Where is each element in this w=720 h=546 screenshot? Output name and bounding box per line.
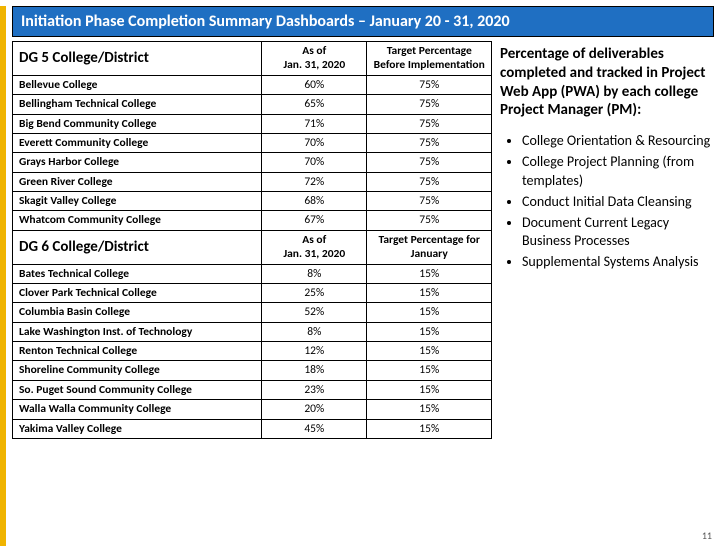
target-value: 15% xyxy=(367,400,492,419)
page-number: 11 xyxy=(702,529,712,542)
table-row: Yakima Valley College 45% 15% xyxy=(13,419,492,438)
asof-value: 60% xyxy=(262,75,367,94)
target-value: 15% xyxy=(367,361,492,380)
list-item: College Project Planning (from templates… xyxy=(522,153,714,191)
table-row: Big Bend Community College 71% 75% xyxy=(13,114,492,133)
asof-value: 8% xyxy=(262,264,367,283)
bullet-list: College Orientation & Resourcing College … xyxy=(500,132,714,272)
asof-value: 68% xyxy=(262,192,367,211)
asof-value: 72% xyxy=(262,172,367,191)
dg6-col-asof: As of Jan. 31, 2020 xyxy=(262,230,367,264)
college-name: Green River College xyxy=(13,172,262,191)
table-row: Columbia Basin College 52% 15% xyxy=(13,303,492,322)
list-item: Conduct Initial Data Cleansing xyxy=(522,193,714,212)
dg6-body: Bates Technical College 8% 15% Clover Pa… xyxy=(13,264,492,438)
description-text: Percentage of deliverables completed and… xyxy=(500,45,714,120)
college-name: Columbia Basin College xyxy=(13,303,262,322)
dg5-table: DG 5 College/District As of Jan. 31, 202… xyxy=(12,41,492,439)
target-value: 15% xyxy=(367,380,492,399)
dg6-header: DG 6 College/District xyxy=(13,230,262,264)
target-value: 75% xyxy=(367,114,492,133)
college-name: Grays Harbor College xyxy=(13,153,262,172)
asof-value: 67% xyxy=(262,211,367,230)
college-name: Everett Community College xyxy=(13,133,262,152)
college-name: Whatcom Community College xyxy=(13,211,262,230)
college-name: Bellevue College xyxy=(13,75,262,94)
college-name: Skagit Valley College xyxy=(13,192,262,211)
list-item: College Orientation & Resourcing xyxy=(522,132,714,151)
target-value: 75% xyxy=(367,153,492,172)
target-value: 75% xyxy=(367,75,492,94)
dg6-col-target: Target Percentage for January xyxy=(367,230,492,264)
table-row: Skagit Valley College 68% 75% xyxy=(13,192,492,211)
asof-value: 12% xyxy=(262,342,367,361)
college-name: Renton Technical College xyxy=(13,342,262,361)
asof-value: 18% xyxy=(262,361,367,380)
asof-value: 70% xyxy=(262,153,367,172)
asof-value: 8% xyxy=(262,322,367,341)
tables-column: DG 5 College/District As of Jan. 31, 202… xyxy=(12,41,492,439)
table-row: Walla Walla Community College 20% 15% xyxy=(13,400,492,419)
target-value: 15% xyxy=(367,322,492,341)
table-row: Grays Harbor College 70% 75% xyxy=(13,153,492,172)
table-row: Bellingham Technical College 65% 75% xyxy=(13,95,492,114)
target-value: 75% xyxy=(367,192,492,211)
college-name: Bates Technical College xyxy=(13,264,262,283)
description-column: Percentage of deliverables completed and… xyxy=(500,41,714,439)
target-value: 75% xyxy=(367,211,492,230)
asof-value: 65% xyxy=(262,95,367,114)
table-row: Bates Technical College 8% 15% xyxy=(13,264,492,283)
dg5-col-asof: As of Jan. 31, 2020 xyxy=(262,42,367,76)
table-row: Bellevue College 60% 75% xyxy=(13,75,492,94)
college-name: Walla Walla Community College xyxy=(13,400,262,419)
college-name: Big Bend Community College xyxy=(13,114,262,133)
slide: Initiation Phase Completion Summary Dash… xyxy=(0,6,720,546)
target-value: 15% xyxy=(367,419,492,438)
dg5-header: DG 5 College/District xyxy=(13,42,262,76)
asof-value: 25% xyxy=(262,283,367,302)
college-name: Shoreline Community College xyxy=(13,361,262,380)
asof-value: 45% xyxy=(262,419,367,438)
table-row: Lake Washington Inst. of Technology 8% 1… xyxy=(13,322,492,341)
dg5-col-target: Target Percentage Before Implementation xyxy=(367,42,492,76)
asof-value: 70% xyxy=(262,133,367,152)
target-value: 75% xyxy=(367,95,492,114)
dg5-body: Bellevue College 60% 75% Bellingham Tech… xyxy=(13,75,492,230)
list-item: Document Current Legacy Business Process… xyxy=(522,214,714,252)
college-name: Bellingham Technical College xyxy=(13,95,262,114)
college-name: Clover Park Technical College xyxy=(13,283,262,302)
college-name: So. Puget Sound Community College xyxy=(13,380,262,399)
table-row: Shoreline Community College 18% 15% xyxy=(13,361,492,380)
table-row: Everett Community College 70% 75% xyxy=(13,133,492,152)
table-row: Whatcom Community College 67% 75% xyxy=(13,211,492,230)
asof-value: 23% xyxy=(262,380,367,399)
asof-value: 20% xyxy=(262,400,367,419)
college-name: Yakima Valley College xyxy=(13,419,262,438)
target-value: 15% xyxy=(367,303,492,322)
target-value: 15% xyxy=(367,342,492,361)
table-row: Renton Technical College 12% 15% xyxy=(13,342,492,361)
target-value: 75% xyxy=(367,172,492,191)
asof-value: 71% xyxy=(262,114,367,133)
table-row: Clover Park Technical College 25% 15% xyxy=(13,283,492,302)
list-item: Supplemental Systems Analysis xyxy=(522,253,714,272)
content-area: DG 5 College/District As of Jan. 31, 202… xyxy=(6,41,720,439)
target-value: 75% xyxy=(367,133,492,152)
target-value: 15% xyxy=(367,264,492,283)
target-value: 15% xyxy=(367,283,492,302)
page-title: Initiation Phase Completion Summary Dash… xyxy=(12,6,714,37)
college-name: Lake Washington Inst. of Technology xyxy=(13,322,262,341)
asof-value: 52% xyxy=(262,303,367,322)
table-row: So. Puget Sound Community College 23% 15… xyxy=(13,380,492,399)
table-row: Green River College 72% 75% xyxy=(13,172,492,191)
